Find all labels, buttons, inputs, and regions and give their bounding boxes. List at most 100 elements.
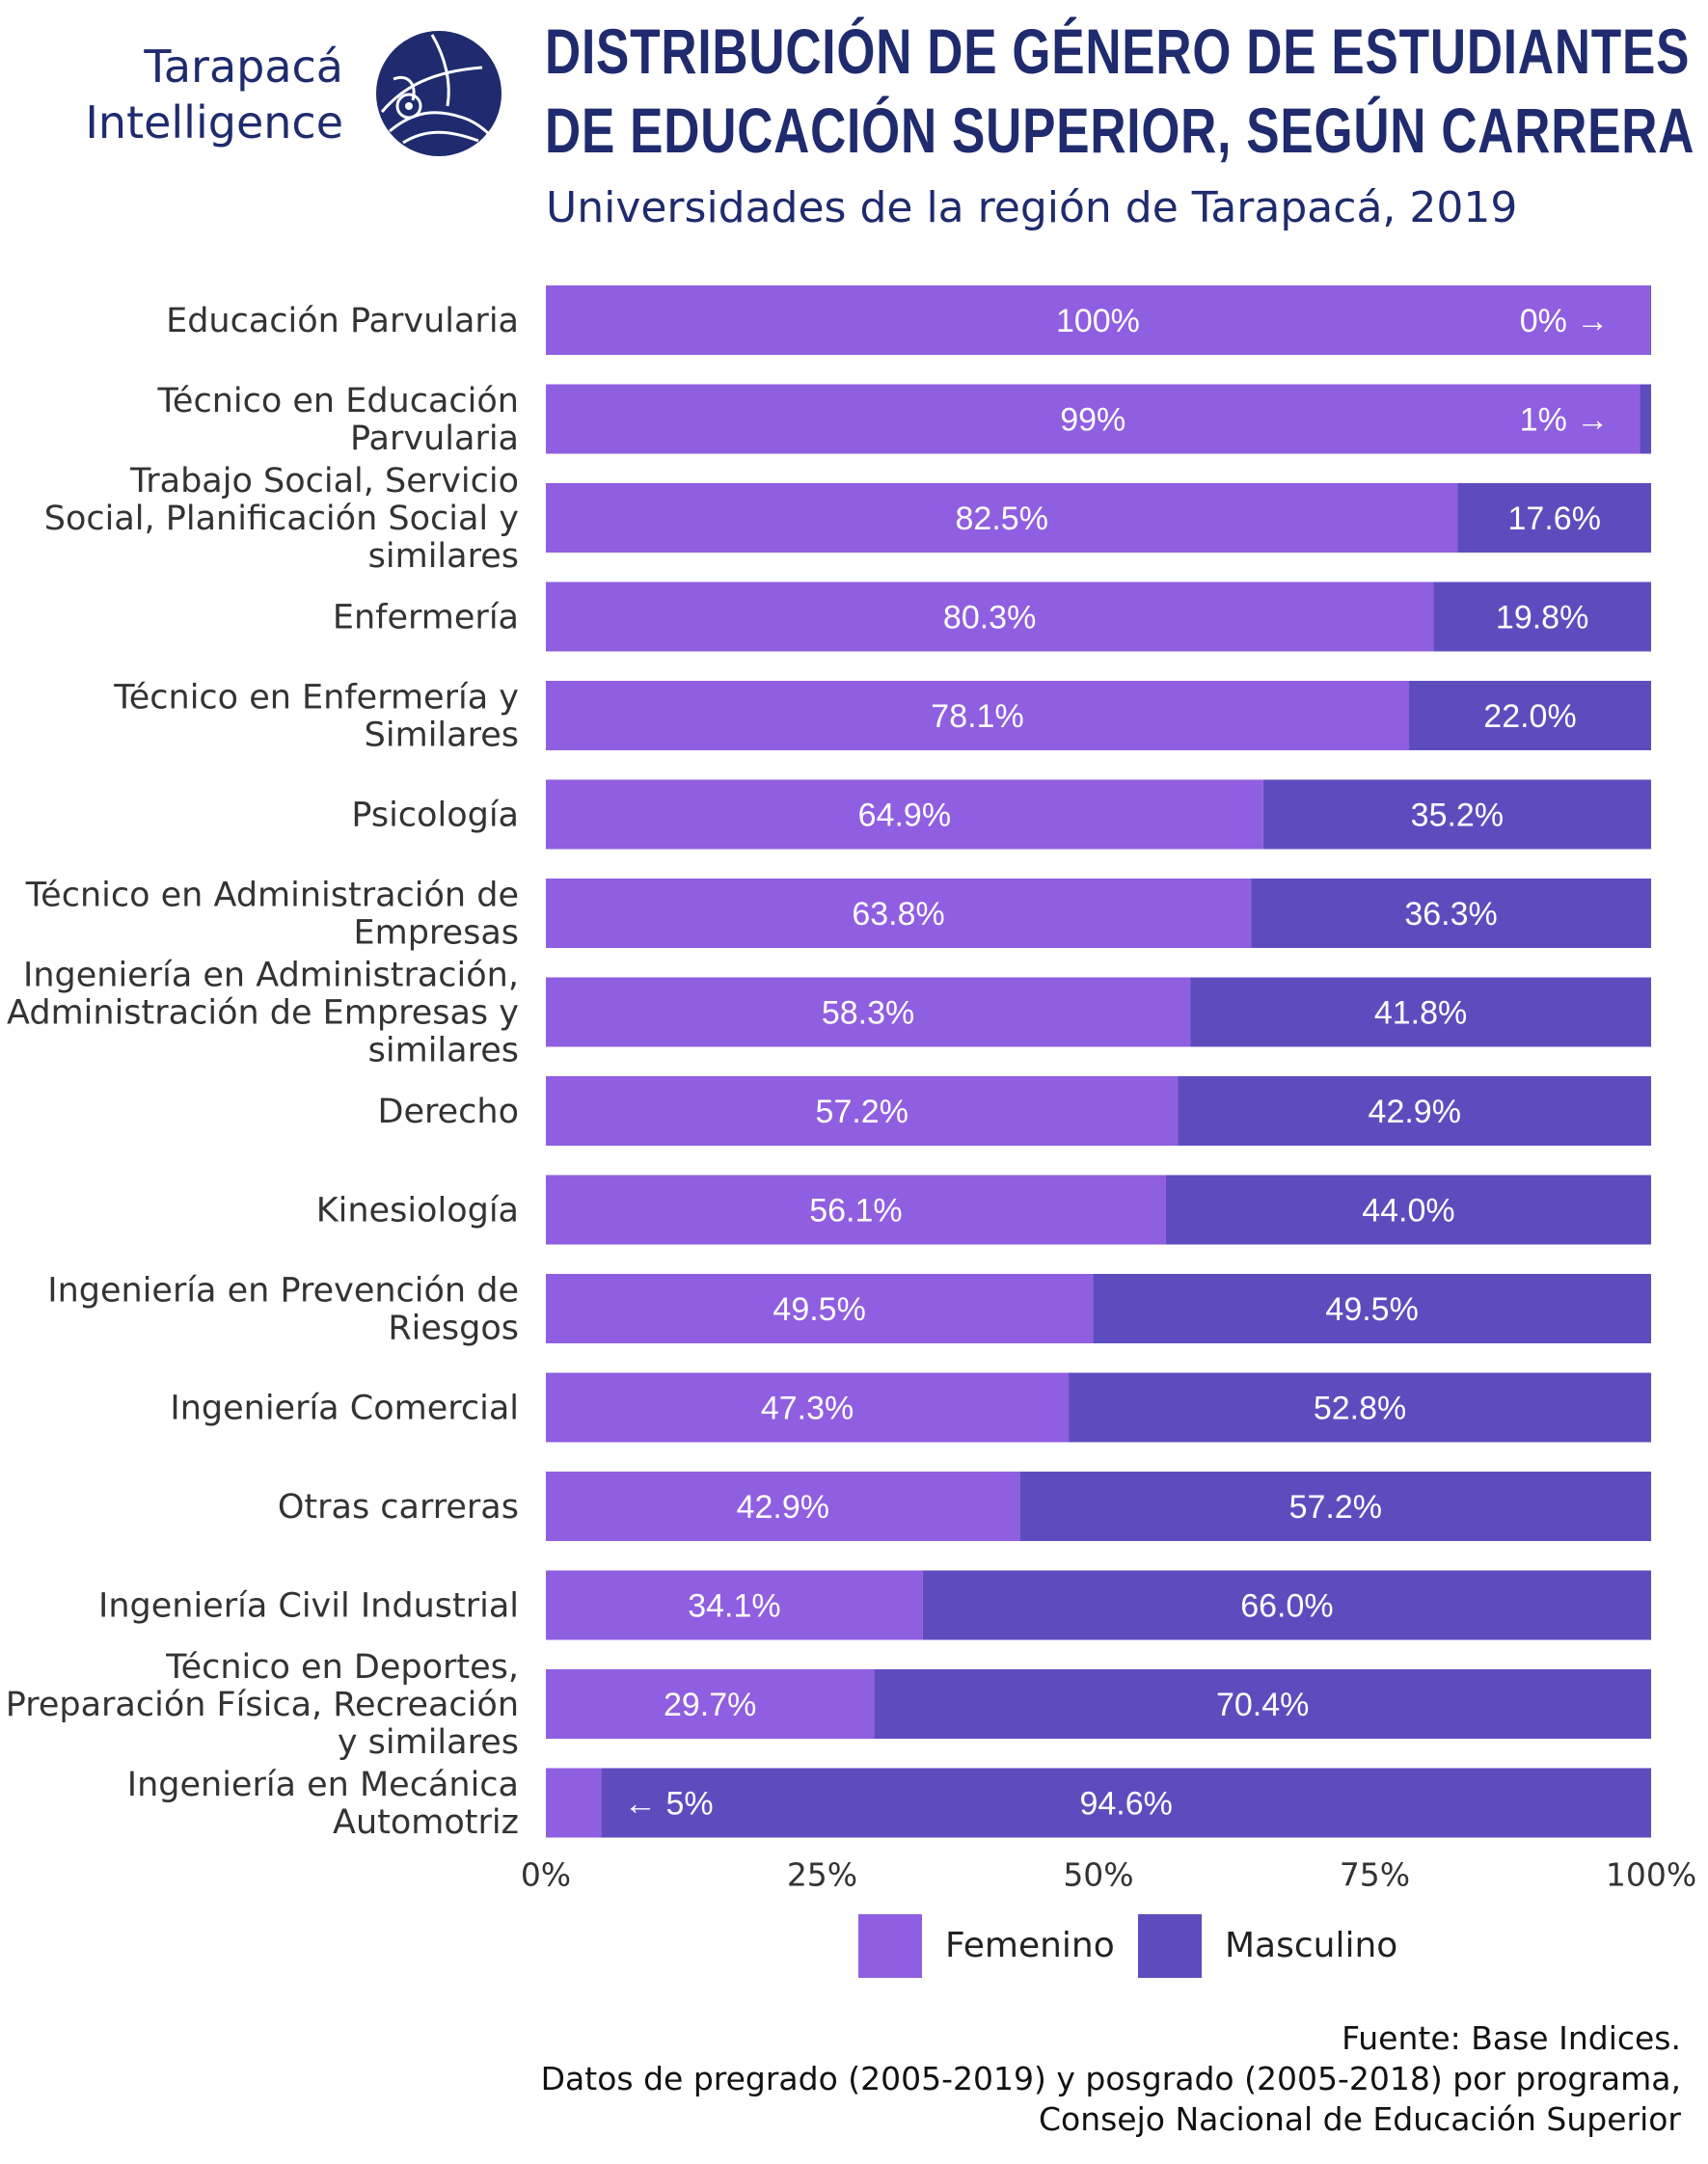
bar-segment-femenino — [546, 681, 1410, 750]
category-label: Ingeniería en Administración, Administrac… — [7, 957, 519, 1070]
x-tick-label: 50% — [1063, 1856, 1133, 1894]
data-label-femenino: 47.3% — [761, 1391, 854, 1427]
data-label-femenino: 78.1% — [931, 698, 1023, 735]
data-label-masculino: 57.2% — [1289, 1489, 1382, 1526]
globe-emblem-icon — [376, 31, 502, 156]
category-label: Derecho — [378, 1093, 519, 1131]
category-label: Ingeniería Civil Industrial — [98, 1587, 519, 1626]
category-label: Ingeniería en Mecánica Automotriz — [127, 1766, 519, 1842]
data-label-masculino: 17.6% — [1508, 500, 1601, 537]
data-label-masculino: 70.4% — [1216, 1687, 1309, 1723]
bar-segment-femenino — [546, 1274, 1094, 1343]
data-label-femenino: 56.1% — [809, 1193, 902, 1230]
category-label: Otras carreras — [278, 1488, 519, 1527]
data-label-masculino: 94.6% — [1079, 1786, 1172, 1823]
data-label-femenino: 49.5% — [773, 1291, 865, 1328]
bar-segment-femenino — [546, 1669, 875, 1739]
x-tick-label: 25% — [787, 1856, 857, 1894]
data-label-femenino: 64.9% — [858, 798, 951, 834]
data-label-femenino: 99% — [1060, 402, 1125, 439]
source-line-3: Consejo Nacional de Educación Superior — [1038, 2100, 1681, 2138]
stacked-bar-chart: Educación Parvularia 100% 0% → Técnico en E… — [6, 285, 1696, 1894]
bar-segment-femenino — [546, 384, 1640, 454]
source-note: Fuente: Base Indices. Datos de pregrado … — [541, 2018, 1681, 2140]
data-label-femenino: 42.9% — [737, 1489, 829, 1526]
data-label-masculino: 1% → — [1520, 402, 1610, 439]
data-label-femenino: 34.1% — [688, 1588, 780, 1625]
category-label: Psicología — [351, 797, 519, 835]
data-label-masculino: 19.8% — [1496, 600, 1588, 636]
bar-segment-masculino — [1178, 1076, 1651, 1146]
data-label-femenino: 58.3% — [822, 995, 914, 1032]
x-tick-label: 0% — [521, 1856, 571, 1894]
bar-segment-masculino — [1457, 483, 1651, 553]
legend-swatch-masculino — [1138, 1914, 1202, 1978]
bar-segment-masculino — [1649, 285, 1651, 355]
source-line-2: Datos de pregrado (2005-2019) y posgrado… — [540, 2060, 1681, 2097]
bar-segment-masculino — [1433, 582, 1651, 652]
data-label-femenino: 63.8% — [852, 896, 944, 933]
brand: Tarapacá Intelligence — [68, 29, 521, 174]
category-label: Ingeniería Comercial — [170, 1390, 519, 1428]
bar-segment-femenino — [546, 483, 1458, 553]
bar-segment-masculino — [1069, 1372, 1651, 1443]
bar-segment-masculino — [874, 1669, 1651, 1739]
bar-segment-femenino — [546, 1076, 1179, 1146]
data-label-masculino: 0% → — [1520, 303, 1610, 339]
x-tick-label: 100% — [1606, 1856, 1696, 1894]
bar-segment-femenino — [546, 879, 1252, 948]
data-label-masculino: 42.9% — [1369, 1094, 1461, 1130]
category-label: Trabajo Social, Servicio Social, Planific… — [44, 462, 519, 576]
source-line-1: Fuente: Base Indices. — [1342, 2019, 1681, 2057]
category-label: Técnico en Educación Parvularia — [156, 382, 519, 458]
category-label: Educación Parvularia — [166, 302, 519, 340]
data-label-masculino: 22.0% — [1483, 698, 1576, 735]
data-label-masculino: 52.8% — [1314, 1391, 1406, 1427]
bar-segment-femenino — [546, 1372, 1070, 1443]
title-line-2: DE EDUCACIÓN SUPERIOR, SEGÚN CARRERA — [545, 95, 1695, 166]
bar-segment-masculino — [1165, 1175, 1651, 1245]
category-label: Técnico en Administración de Empresas — [25, 877, 519, 953]
bar-segment-femenino — [546, 1768, 602, 1838]
chart-title: DISTRIBUCIÓN DE GÉNERO DE ESTUDIANTES DE… — [545, 12, 1695, 170]
bar-segment-masculino — [922, 1570, 1651, 1640]
brand-name-line2: Intelligence — [85, 96, 343, 149]
legend-label-masculino: Masculino — [1225, 1926, 1398, 1965]
legend-swatch-femenino — [858, 1914, 922, 1978]
bar-segment-masculino — [1251, 879, 1651, 948]
bar-segment-masculino — [1262, 779, 1651, 850]
data-label-femenino: 100% — [1056, 303, 1140, 339]
data-label-femenino: 82.5% — [956, 500, 1048, 537]
data-label-femenino: 29.7% — [664, 1687, 756, 1723]
data-label-masculino: 35.2% — [1411, 798, 1504, 834]
data-label-masculino: 36.3% — [1404, 896, 1497, 933]
data-label-masculino: 41.8% — [1374, 995, 1467, 1032]
bar-segment-masculino — [1019, 1472, 1651, 1541]
title-line-1: DISTRIBUCIÓN DE GÉNERO DE ESTUDIANTES — [545, 15, 1691, 87]
bar-segment-femenino — [546, 285, 1650, 355]
bar-segment-masculino — [1093, 1274, 1651, 1343]
data-label-femenino: ← 5% — [624, 1786, 714, 1823]
category-label: Técnico en Deportes, Preparación Física, … — [6, 1648, 519, 1762]
bar-segment-femenino — [546, 582, 1434, 652]
bar-segment-masculino — [1409, 681, 1651, 750]
bar-segment-masculino — [1190, 977, 1651, 1047]
brand-name: Tarapacá Intelligence — [68, 39, 343, 150]
bar-segment-femenino — [546, 1175, 1166, 1245]
bar-segment-femenino — [546, 977, 1191, 1047]
category-label: Ingeniería en Prevención de Riesgos — [47, 1272, 519, 1348]
bar-segment-masculino — [1640, 384, 1651, 454]
category-label: Kinesiología — [316, 1192, 519, 1231]
category-label: Enfermería — [333, 599, 519, 637]
bar-segment-femenino — [546, 1472, 1020, 1541]
data-label-femenino: 57.2% — [816, 1094, 908, 1130]
brand-name-line1: Tarapacá — [144, 41, 343, 93]
bar-segment-masculino — [601, 1768, 1651, 1838]
data-label-femenino: 80.3% — [943, 600, 1036, 636]
data-label-masculino: 66.0% — [1240, 1588, 1333, 1625]
data-label-masculino: 44.0% — [1362, 1193, 1454, 1230]
x-tick-label: 75% — [1340, 1856, 1410, 1894]
legend-label-femenino: Femenino — [945, 1926, 1115, 1965]
bar-segment-femenino — [546, 779, 1263, 850]
data-label-masculino: 49.5% — [1325, 1291, 1418, 1328]
